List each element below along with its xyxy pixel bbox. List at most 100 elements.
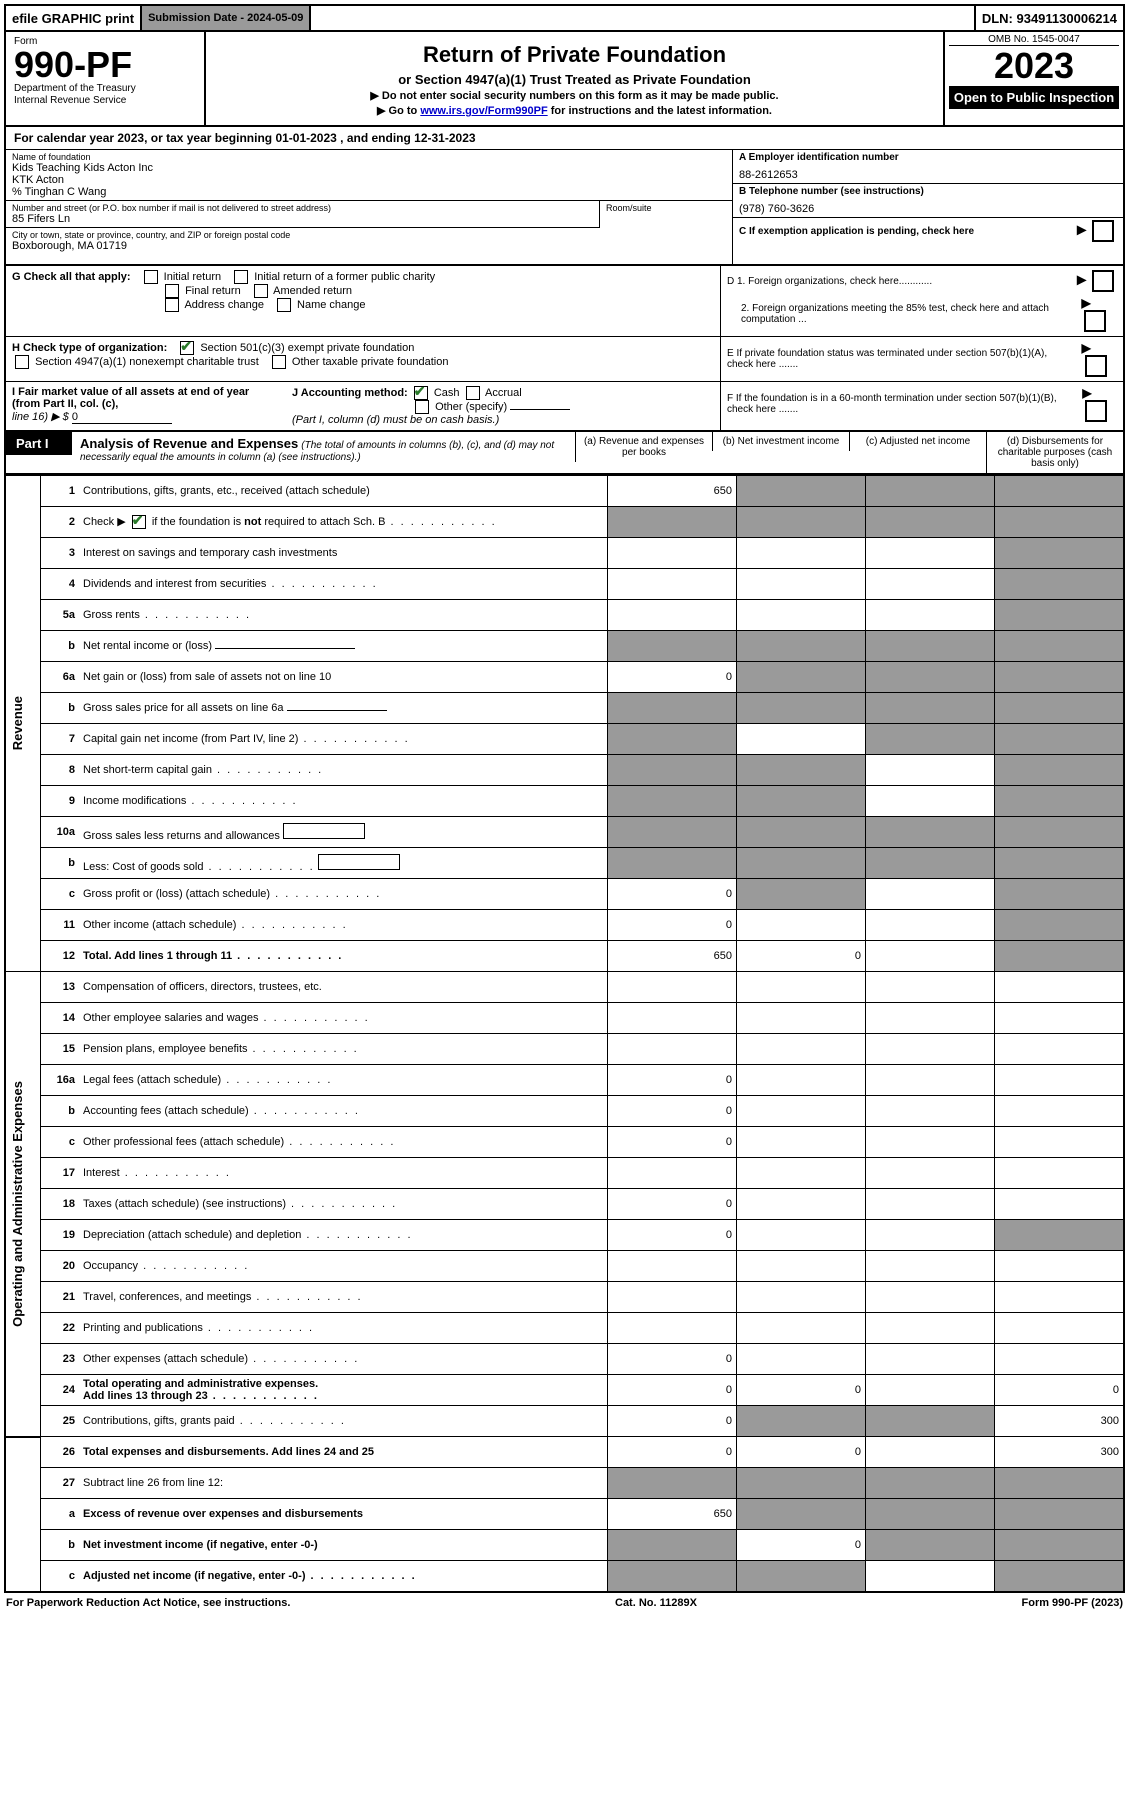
schb-checkbox[interactable] [132,515,146,529]
foundation-name2: KTK Acton [12,174,726,186]
row-10b: bLess: Cost of goods sold [5,848,1124,879]
cash-checkbox[interactable] [414,386,428,400]
col-b-header: (b) Net investment income [712,432,849,451]
501c3-checkbox[interactable] [180,341,194,355]
foreign-org-checkbox[interactable] [1092,270,1114,292]
row-26: 26Total expenses and disbursements. Add … [5,1437,1124,1468]
row-19: 19Depreciation (attach schedule) and dep… [5,1220,1124,1251]
status-terminated-checkbox[interactable] [1085,355,1107,377]
row-16c: cOther professional fees (attach schedul… [5,1127,1124,1158]
col-a-header: (a) Revenue and expenses per books [575,432,712,462]
accrual-checkbox[interactable] [466,386,480,400]
form-subtitle: or Section 4947(a)(1) Trust Treated as P… [212,72,937,87]
row-6a: 6aNet gain or (loss) from sale of assets… [5,662,1124,693]
amended-return-checkbox[interactable] [254,284,268,298]
submission-date: Submission Date - 2024-05-09 [142,6,311,30]
exemption-pending-lbl: C If exemption application is pending, c… [739,226,974,237]
entity-right: A Employer identification number 88-2612… [732,150,1123,264]
expenses-label: Operating and Administrative Expenses [10,1081,25,1327]
entity-left: Name of foundation Kids Teaching Kids Ac… [6,150,732,264]
instr-goto: ▶ Go to www.irs.gov/Form990PF for instru… [212,104,937,117]
form-number: 990-PF [14,47,196,83]
col-c-header: (c) Adjusted net income [849,432,986,451]
initial-return-checkbox[interactable] [144,270,158,284]
60month-checkbox[interactable] [1085,400,1107,422]
form-footer-label: Form 990-PF (2023) [1022,1597,1123,1609]
foundation-name1: Kids Teaching Kids Acton Inc [12,162,726,174]
footer: For Paperwork Reduction Act Notice, see … [4,1593,1125,1613]
other-method-checkbox[interactable] [415,400,429,414]
box-ij: I Fair market value of all assets at end… [6,382,720,430]
fmv-value: 0 [72,411,172,424]
row-11: 11Other income (attach schedule) 0 [5,910,1124,941]
part1-header: Part I Analysis of Revenue and Expenses … [4,432,1125,475]
cat-number: Cat. No. 11289X [615,1597,697,1609]
row-12: 12Total. Add lines 1 through 11 6500 [5,941,1124,972]
row-5a: 5aGross rents [5,600,1124,631]
form-header: Form 990-PF Department of the Treasury I… [4,32,1125,127]
box-e: E If private foundation status was termi… [720,337,1123,381]
name-change-checkbox[interactable] [277,298,291,312]
row-4: 4Dividends and interest from securities [5,569,1124,600]
open-to-public: Open to Public Inspection [949,86,1119,109]
row-21: 21Travel, conferences, and meetings [5,1282,1124,1313]
tax-year: 2023 [949,48,1119,84]
final-return-checkbox[interactable] [165,284,179,298]
row-1: Revenue 1Contributions, gifts, grants, e… [5,476,1124,507]
row-6b: bGross sales price for all assets on lin… [5,693,1124,724]
row-9: 9Income modifications [5,786,1124,817]
row-16b: bAccounting fees (attach schedule) 0 [5,1096,1124,1127]
box-d: D 1. Foreign organizations, check here..… [720,266,1123,336]
city-lbl: City or town, state or province, country… [12,230,726,240]
room-lbl: Room/suite [606,203,726,213]
irs-link[interactable]: www.irs.gov/Form990PF [420,105,547,117]
initial-charity-checkbox[interactable] [234,270,248,284]
dept-irs: Internal Revenue Service [14,95,196,107]
row-14: 14Other employee salaries and wages [5,1003,1124,1034]
box-h: H Check type of organization: Section 50… [6,337,720,381]
phone-lbl: B Telephone number (see instructions) [739,186,1117,197]
exemption-pending-checkbox[interactable] [1092,220,1114,242]
row-15: 15Pension plans, employee benefits [5,1034,1124,1065]
row-24: 24Total operating and administrative exp… [5,1375,1124,1406]
part1-label: Part I [6,432,72,455]
row-16a: 16aLegal fees (attach schedule) 0 [5,1065,1124,1096]
box-g: G Check all that apply: Initial return I… [6,266,720,336]
topbar-spacer [311,6,975,30]
row-ij-f: I Fair market value of all assets at end… [4,382,1125,432]
other-taxable-checkbox[interactable] [272,355,286,369]
city-state-zip: Boxborough, MA 01719 [12,240,726,252]
row-17: 17Interest [5,1158,1124,1189]
header-center: Return of Private Foundation or Section … [206,32,943,125]
row-13: Operating and Administrative Expenses 13… [5,972,1124,1003]
form-title: Return of Private Foundation [212,42,937,68]
4947-checkbox[interactable] [15,355,29,369]
row-18: 18Taxes (attach schedule) (see instructi… [5,1189,1124,1220]
entity-info: Name of foundation Kids Teaching Kids Ac… [4,150,1125,266]
foreign-85-checkbox[interactable] [1084,310,1106,332]
header-right: OMB No. 1545-0047 2023 Open to Public In… [943,32,1123,125]
row-8: 8Net short-term capital gain [5,755,1124,786]
topbar: efile GRAPHIC print Submission Date - 20… [4,4,1125,32]
row-h-e: H Check type of organization: Section 50… [4,337,1125,382]
paperwork-notice: For Paperwork Reduction Act Notice, see … [6,1597,290,1609]
phone-value: (978) 760-3626 [739,197,1117,215]
row-25: 25Contributions, gifts, grants paid 0300 [5,1406,1124,1437]
form-page: efile GRAPHIC print Submission Date - 20… [0,0,1129,1617]
revenue-label: Revenue [10,696,25,750]
instr-ssn: ▶ Do not enter social security numbers o… [212,89,937,102]
part1-table: Revenue 1Contributions, gifts, grants, e… [4,475,1125,1593]
dln-label: DLN: 93491130006214 [976,6,1123,30]
row-5b: bNet rental income or (loss) [5,631,1124,662]
row-27: 27Subtract line 26 from line 12: [5,1468,1124,1499]
foundation-name3: % Tinghan C Wang [12,186,726,198]
part1-desc: Analysis of Revenue and Expenses (The to… [72,432,575,467]
dept-treasury: Department of the Treasury [14,83,196,95]
address-change-checkbox[interactable] [165,298,179,312]
row-23: 23Other expenses (attach schedule) 0 [5,1344,1124,1375]
row-2: 2Check ▶ if the foundation is not requir… [5,507,1124,538]
row-27a: aExcess of revenue over expenses and dis… [5,1499,1124,1530]
row-22: 22Printing and publications [5,1313,1124,1344]
box-f: F If the foundation is in a 60-month ter… [720,382,1123,430]
efile-label: efile GRAPHIC print [6,6,142,30]
